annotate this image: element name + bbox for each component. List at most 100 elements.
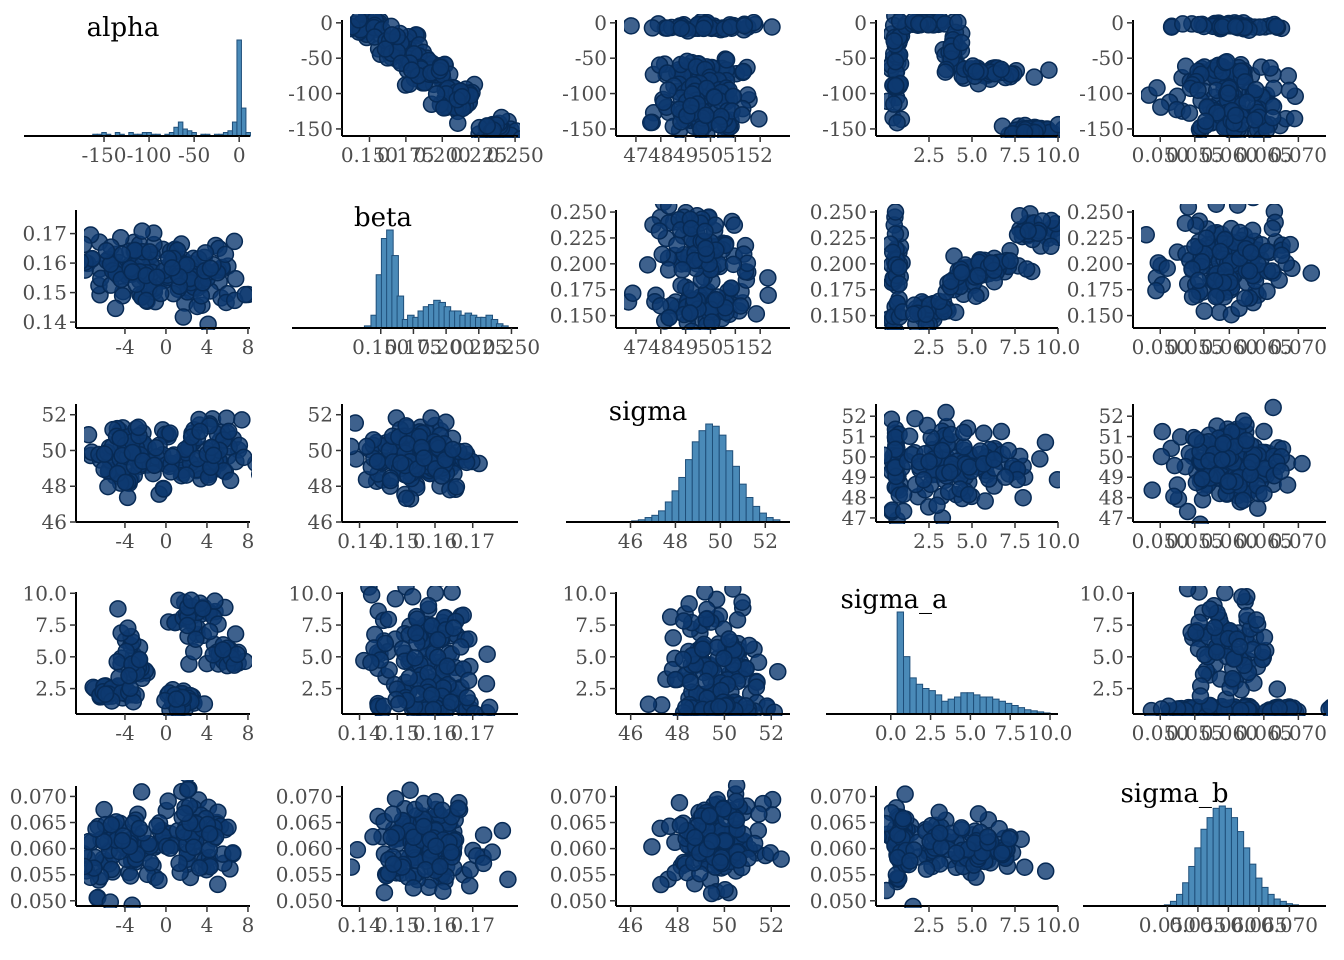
- scatter-point: [722, 279, 740, 297]
- scatter-point: [87, 820, 105, 838]
- scatter-point: [432, 58, 450, 77]
- scatter-point: [715, 649, 733, 668]
- scatter-point: [204, 446, 223, 465]
- scatter-point: [914, 471, 933, 489]
- hist-bar: [1237, 831, 1245, 907]
- scatter-point: [733, 106, 751, 124]
- hist-bar: [725, 450, 734, 523]
- scatter-point: [967, 62, 985, 81]
- scatter-point: [1272, 462, 1290, 481]
- hist-bar: [177, 121, 184, 137]
- scatter-point: [697, 672, 715, 691]
- y-tick-label: 0.16: [22, 251, 67, 275]
- scatter-point: [460, 877, 479, 895]
- scatter-point: [666, 670, 685, 689]
- scatter-point: [96, 685, 115, 703]
- x-tick-label: 0.065: [1235, 529, 1292, 553]
- scatter-point: [422, 409, 440, 427]
- scatter-point: [1248, 499, 1267, 517]
- hist-bar: [903, 656, 911, 715]
- panel-2-1: 46 48 50 52 0.140.150.160.17: [308, 403, 518, 553]
- scatter-point: [750, 110, 768, 128]
- scatter-point: [382, 828, 400, 847]
- scatter-point: [201, 259, 220, 278]
- y-tick-label: 0.050: [810, 889, 867, 913]
- x-tick-label: 4: [201, 335, 214, 359]
- hist-bar: [658, 510, 666, 523]
- scatter-point: [674, 612, 693, 630]
- scatter-point: [384, 855, 403, 873]
- scatter-point: [474, 854, 493, 873]
- scatter-point: [403, 588, 422, 606]
- points: [350, 781, 517, 902]
- scatter-point: [397, 417, 415, 435]
- y-tick-label: 10.0: [1079, 581, 1124, 605]
- scatter-point: [119, 619, 137, 637]
- y-tick-label: 46: [42, 510, 67, 534]
- scatter-point: [1268, 680, 1287, 698]
- scatter-point: [725, 216, 744, 234]
- scatter-point: [1279, 67, 1298, 85]
- y-tick-label: -100: [288, 82, 333, 106]
- x-tick-label: 0: [160, 335, 173, 359]
- diag-title: sigma_b: [1120, 779, 1228, 809]
- y-tick-label: 0.175: [550, 278, 607, 302]
- scatter-point: [130, 819, 149, 838]
- scatter-point: [885, 95, 903, 113]
- x-tick-label: 7.5: [999, 913, 1031, 937]
- scatter-point: [720, 630, 738, 648]
- scatter-point: [643, 838, 661, 856]
- hist-bar: [732, 465, 740, 523]
- y-tick-label: 0.250: [1067, 200, 1124, 224]
- scatter-point: [707, 290, 725, 309]
- x-tick-label: 10.0: [1028, 721, 1073, 745]
- scatter-point: [1293, 454, 1311, 473]
- hist-bar: [651, 514, 660, 523]
- scatter-point: [1207, 643, 1226, 661]
- hist-bar: [745, 497, 754, 523]
- scatter-point: [624, 284, 642, 302]
- scatter-point: [362, 653, 380, 672]
- scatter-point: [194, 600, 212, 618]
- scatter-point: [919, 16, 938, 34]
- diag-title: alpha: [87, 13, 160, 43]
- scatter-point: [936, 63, 955, 81]
- y-tick-label: 51: [1099, 425, 1124, 449]
- y-tick-label: 2.5: [1092, 677, 1124, 701]
- y-tick-label: 0.050: [550, 889, 607, 913]
- scatter-point: [1187, 623, 1205, 642]
- y-tick-label: 0.050: [10, 889, 67, 913]
- scatter-point: [459, 671, 478, 690]
- x-tick-label: 0.150: [341, 143, 398, 167]
- scatter-point: [449, 799, 468, 818]
- scatter-point: [949, 14, 967, 32]
- scatter-point: [390, 694, 408, 713]
- hist-bar: [1261, 886, 1269, 907]
- hist-bar: [985, 696, 994, 715]
- scatter-point: [433, 467, 451, 485]
- scatter-point: [652, 875, 670, 894]
- diag-title: beta: [354, 203, 412, 233]
- scatter-point: [1165, 456, 1184, 475]
- scatter-point: [163, 259, 181, 277]
- scatter-point: [401, 781, 419, 799]
- y-tick-label: 0.065: [810, 811, 867, 835]
- hist-bar: [752, 505, 761, 523]
- scatter-point: [1189, 81, 1207, 99]
- scatter-point: [148, 817, 166, 835]
- scatter-point: [1048, 470, 1060, 489]
- x-tick-label: 0.150: [352, 335, 409, 359]
- x-tick-label: 0.050: [1139, 913, 1196, 937]
- scatter-point: [200, 622, 219, 641]
- scatter-point: [437, 586, 445, 587]
- x-tick-label: 52: [747, 335, 772, 359]
- scatter-point: [1264, 398, 1282, 417]
- scatter-point: [174, 308, 193, 326]
- hist-bar: [1188, 865, 1196, 907]
- scatter-point: [178, 616, 197, 635]
- scatter-point: [1214, 435, 1232, 453]
- y-tick-label: -150: [1079, 117, 1124, 141]
